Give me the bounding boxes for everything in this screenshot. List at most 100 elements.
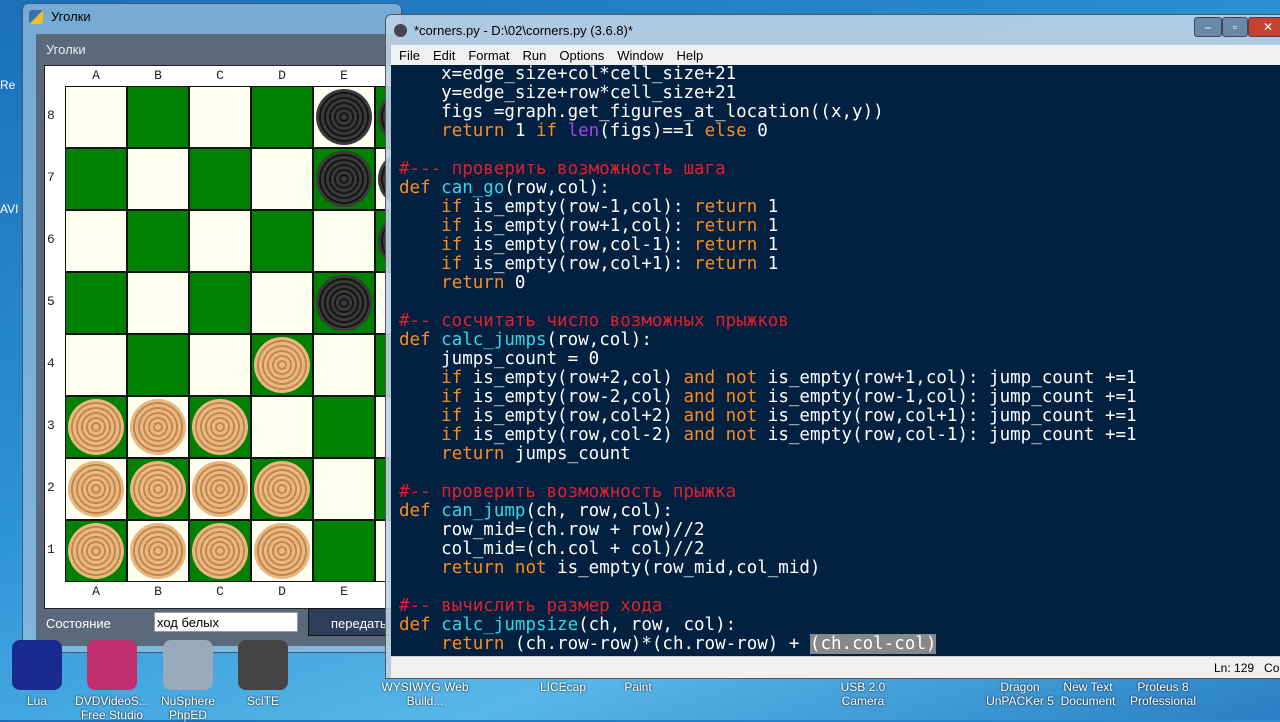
white-piece[interactable] [68, 399, 124, 455]
black-piece[interactable] [316, 275, 372, 331]
menu-item-edit[interactable]: Edit [432, 48, 456, 63]
board-square[interactable] [65, 86, 127, 148]
desktop-icon[interactable]: Dragon UnPACKer 5 [975, 680, 1065, 708]
black-piece[interactable] [316, 89, 372, 145]
board-square[interactable] [127, 458, 189, 520]
board-square[interactable] [189, 272, 251, 334]
white-piece[interactable] [130, 523, 186, 579]
code-token: 0 [746, 121, 768, 141]
board-square[interactable] [313, 520, 375, 582]
board-square[interactable] [313, 396, 375, 458]
board-square[interactable] [313, 210, 375, 272]
desktop-icon[interactable]: Proteus 8 Professional [1118, 680, 1208, 708]
board-square[interactable] [127, 396, 189, 458]
column-label: D [278, 584, 286, 599]
board-square[interactable] [127, 148, 189, 210]
board-square[interactable] [65, 272, 127, 334]
desktop-icon[interactable]: SciTE [218, 640, 308, 708]
code-token: is_empty(row,col+1): [462, 254, 695, 274]
board-square[interactable] [313, 272, 375, 334]
board-square[interactable] [189, 210, 251, 272]
row-label: 8 [47, 108, 55, 123]
white-piece[interactable] [130, 399, 186, 455]
board-square[interactable] [189, 396, 251, 458]
desktop-icon[interactable]: NuSphere PhpED [143, 640, 233, 722]
code-token: return [694, 216, 758, 236]
code-line: x=edge_size+col*cell_size+21 [399, 65, 1280, 84]
board-square[interactable] [65, 148, 127, 210]
board-square[interactable] [313, 334, 375, 396]
board-square[interactable] [251, 458, 313, 520]
menu-item-options[interactable]: Options [559, 48, 605, 63]
board-square[interactable] [189, 458, 251, 520]
black-piece[interactable] [316, 151, 372, 207]
board-square[interactable] [251, 272, 313, 334]
desktop-icon-label: Lua [26, 694, 48, 708]
white-piece[interactable] [192, 523, 248, 579]
board-square[interactable] [251, 148, 313, 210]
menu-item-help[interactable]: Help [676, 48, 704, 63]
game-window: Уголки Уголки A A B B C C D D E E 8 7 6 5 4 3 2 1 Состоян… [22, 3, 408, 653]
desktop-icon[interactable]: DVDVideoS... Free Studio [67, 640, 157, 722]
board-square[interactable] [251, 86, 313, 148]
menu-item-run[interactable]: Run [522, 48, 547, 63]
maximize-button[interactable]: ▫ [1222, 17, 1248, 37]
board-square[interactable] [65, 334, 127, 396]
board-square[interactable] [189, 334, 251, 396]
board-square[interactable] [65, 210, 127, 272]
white-piece[interactable] [68, 523, 124, 579]
code-editor[interactable]: x=edge_size+col*cell_size+21 y=edge_size… [391, 65, 1280, 656]
code-token: calc_jumpsize [441, 615, 579, 635]
menu-item-file[interactable]: File [399, 48, 420, 63]
board-square[interactable] [313, 148, 375, 210]
board-square[interactable] [127, 334, 189, 396]
code-line: #--- проверить возможность шага [399, 160, 1280, 179]
code-line: return not is_empty(row_mid,col_mid) [399, 559, 1280, 578]
code-token [399, 197, 441, 217]
white-piece[interactable] [192, 461, 248, 517]
board-square[interactable] [189, 148, 251, 210]
board-square[interactable] [251, 396, 313, 458]
board-square[interactable] [65, 458, 127, 520]
white-piece[interactable] [254, 523, 310, 579]
board-square[interactable] [127, 520, 189, 582]
board-square[interactable] [313, 458, 375, 520]
code-token [399, 368, 441, 388]
state-input[interactable]: ход белых [154, 612, 298, 632]
board-square[interactable] [65, 520, 127, 582]
editor-title: *corners.py - D:\02\corners.py (3.6.8)* [414, 23, 633, 38]
desktop-icon[interactable]: WYSIWYG Web Build... [380, 680, 470, 708]
board-square[interactable] [127, 272, 189, 334]
white-piece[interactable] [192, 399, 248, 455]
code-token [431, 330, 442, 350]
board-square[interactable] [65, 396, 127, 458]
menu-item-format[interactable]: Format [468, 48, 510, 63]
app-icon [12, 640, 62, 690]
white-piece[interactable] [254, 461, 310, 517]
code-token: and not [683, 425, 758, 445]
minimize-button[interactable]: – [1194, 17, 1222, 37]
white-piece[interactable] [68, 461, 124, 517]
desktop-icon[interactable]: USB 2.0 Camera [818, 680, 908, 708]
menu-item-window[interactable]: Window [617, 48, 664, 63]
desktop-icon[interactable]: LICEcap [518, 680, 608, 694]
code-line: def can_jump(ch, row,col): [399, 502, 1280, 521]
board-square[interactable] [313, 86, 375, 148]
board-square[interactable] [189, 520, 251, 582]
board-square[interactable] [127, 86, 189, 148]
white-piece[interactable] [254, 337, 310, 393]
board-square[interactable] [189, 86, 251, 148]
desktop-icon[interactable]: New Text Document [1043, 680, 1133, 708]
board-square[interactable] [127, 210, 189, 272]
close-button[interactable]: ✕ [1248, 17, 1280, 37]
code-token: return [694, 254, 758, 274]
board-square[interactable] [251, 334, 313, 396]
desktop-icon-label: LICEcap [539, 680, 587, 694]
board-square[interactable] [251, 520, 313, 582]
desktop-icon[interactable]: Paint [593, 680, 683, 694]
board-square[interactable] [251, 210, 313, 272]
checkers-board: A A B B C C D D E E 8 7 6 5 4 3 2 1 [44, 65, 404, 609]
desktop-icon[interactable]: Lua [0, 640, 82, 708]
column-label: D [278, 68, 286, 83]
white-piece[interactable] [130, 461, 186, 517]
